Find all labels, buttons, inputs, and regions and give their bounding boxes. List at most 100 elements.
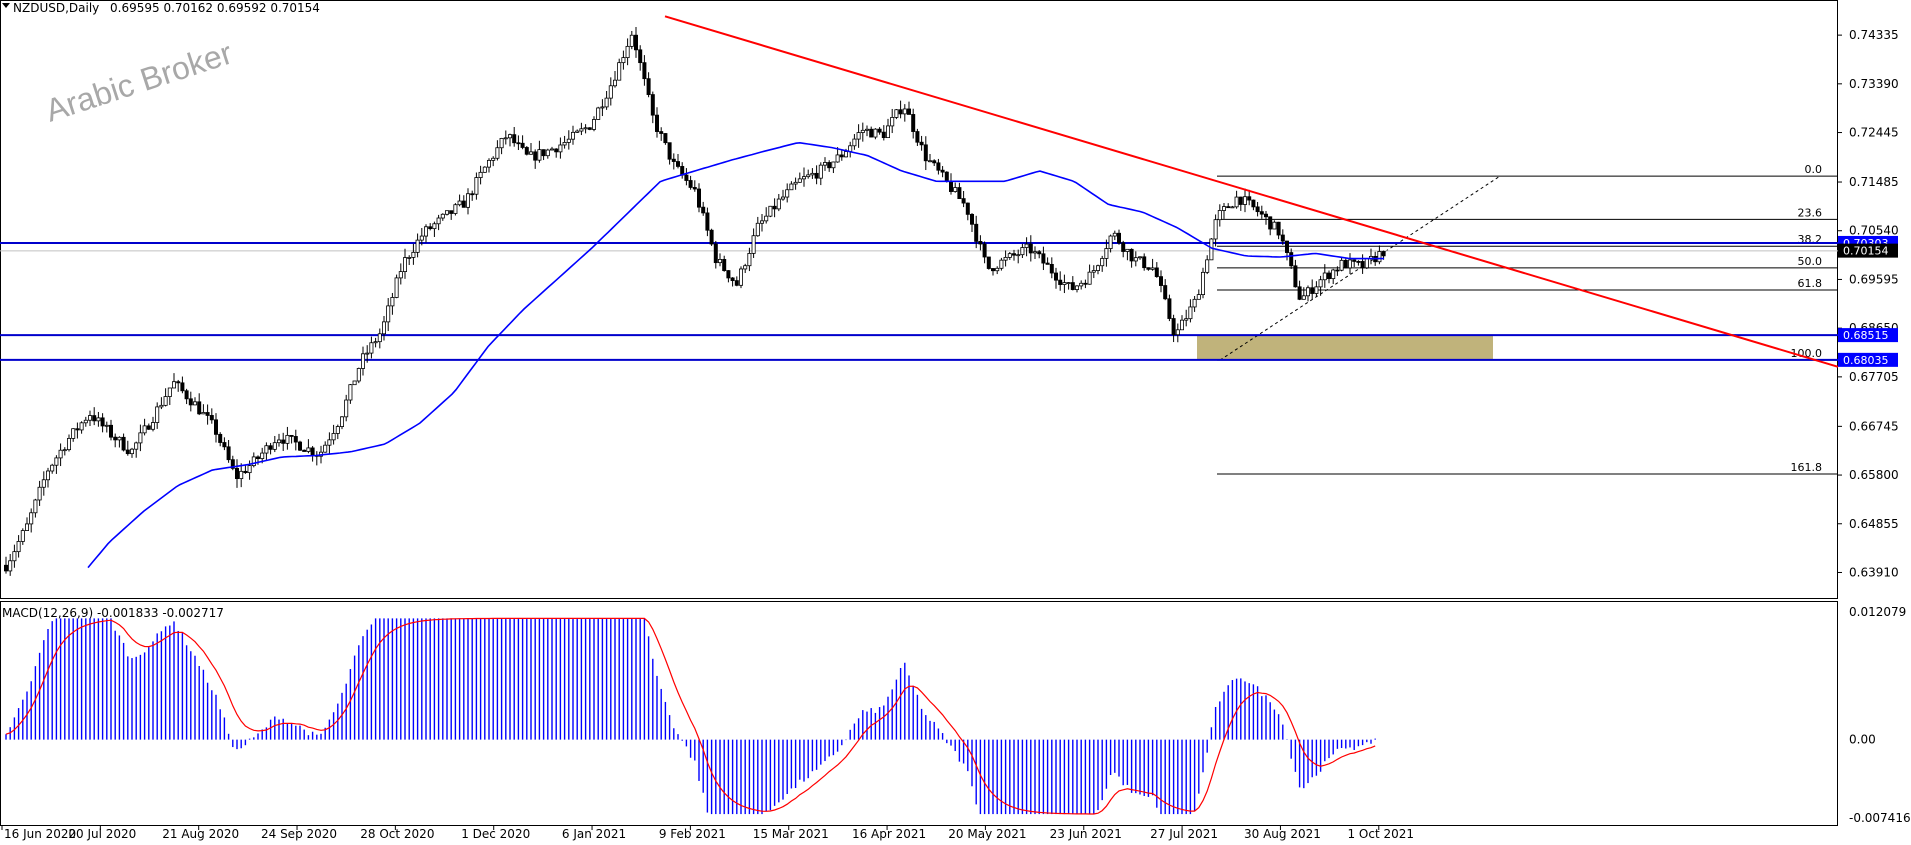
candle-body xyxy=(482,166,487,173)
candle-body xyxy=(571,131,576,140)
candle-body xyxy=(684,174,689,181)
candle-body xyxy=(134,442,139,450)
candle-body xyxy=(1104,248,1109,259)
candle-body xyxy=(470,193,475,196)
candle-body xyxy=(940,169,945,173)
candle-body xyxy=(1041,253,1046,264)
candle-body xyxy=(810,172,815,176)
candle-body xyxy=(642,62,647,80)
candle-body xyxy=(554,148,559,153)
candle-body xyxy=(344,399,349,418)
candle-body xyxy=(621,57,626,64)
candle-body xyxy=(117,436,122,441)
candle-body xyxy=(129,448,134,455)
candle-body xyxy=(676,161,681,167)
candle-body xyxy=(306,447,311,452)
candle-body xyxy=(491,157,496,161)
candle-body xyxy=(222,442,227,448)
candle-body xyxy=(697,188,702,208)
price-axis-label: 0.69595 xyxy=(1849,272,1899,286)
candle-body xyxy=(1327,272,1332,280)
candle-body xyxy=(907,108,912,115)
candle-body xyxy=(415,239,420,253)
candle-body xyxy=(1226,206,1231,209)
candle-body xyxy=(1310,287,1315,294)
candle-body xyxy=(957,187,962,199)
candle-body xyxy=(88,415,93,421)
candle-body xyxy=(709,229,714,245)
candle-body xyxy=(453,204,458,214)
macd-signal-line xyxy=(5,617,1376,815)
candle-body xyxy=(533,151,538,161)
candle-body xyxy=(1306,287,1311,297)
fib-level-label: 100.0 xyxy=(1791,347,1823,360)
price-axis-label: 0.63910 xyxy=(1849,565,1899,579)
candle-body xyxy=(537,149,542,161)
candle-body xyxy=(1289,252,1294,267)
price-axis-label: 0.71485 xyxy=(1849,175,1899,189)
candle-body xyxy=(831,161,836,169)
candle-body xyxy=(1167,298,1172,319)
candle-body xyxy=(46,470,51,481)
candle-body xyxy=(1251,199,1256,208)
candle-body xyxy=(75,428,80,431)
candle-body xyxy=(1037,251,1042,255)
candle-body xyxy=(772,205,777,210)
candle-body xyxy=(865,128,870,131)
symbol-label: NZDUSD,Daily xyxy=(13,1,99,15)
candle-body xyxy=(411,251,416,258)
candle-body xyxy=(1217,210,1222,221)
candle-body xyxy=(205,412,210,416)
fib-diagonal-line xyxy=(1219,175,1501,361)
candle-body xyxy=(932,160,937,164)
candle-body xyxy=(806,174,811,178)
candle-body xyxy=(96,417,101,422)
candle-body xyxy=(1377,251,1382,263)
candle-body xyxy=(793,181,798,185)
candle-body xyxy=(386,305,391,323)
candle-body xyxy=(1331,269,1336,280)
candle-body xyxy=(902,108,907,115)
trendline[interactable] xyxy=(664,15,1839,368)
price-tag xyxy=(1838,352,1898,367)
date-axis-label: 9 Feb 2021 xyxy=(659,827,726,841)
candle-body xyxy=(381,321,386,335)
candle-body xyxy=(8,560,13,572)
candle-body xyxy=(92,415,97,422)
candle-body xyxy=(550,148,555,151)
candle-body xyxy=(781,196,786,200)
candle-body xyxy=(1301,295,1306,300)
candle-body xyxy=(1243,196,1248,205)
candle-body xyxy=(894,109,899,118)
candle-body xyxy=(1100,258,1105,267)
candle-body xyxy=(923,144,928,162)
fib-level-label: 23.6 xyxy=(1798,206,1823,219)
candle-body xyxy=(638,49,643,64)
candle-body xyxy=(713,243,718,264)
candle-body xyxy=(1024,243,1029,248)
fib-level-label: 50.0 xyxy=(1798,255,1823,268)
candle-body xyxy=(499,137,504,149)
candle-body xyxy=(1020,247,1025,256)
price-axis-label: 0.72445 xyxy=(1849,126,1899,140)
candle-body xyxy=(486,159,491,168)
candle-body xyxy=(512,134,517,144)
candle-body xyxy=(440,213,445,219)
candle-body xyxy=(474,177,479,195)
ohlc-values: 0.69595 0.70162 0.69592 0.70154 xyxy=(110,1,320,15)
candle-body xyxy=(423,226,428,237)
candle-body xyxy=(444,210,449,215)
candle-body xyxy=(461,200,466,208)
candle-body xyxy=(478,171,483,178)
candle-body xyxy=(159,404,164,408)
candle-body xyxy=(1264,213,1269,218)
price-axis-label: 0.65800 xyxy=(1849,468,1899,482)
candle-body xyxy=(113,436,118,441)
candle-body xyxy=(247,465,252,474)
candle-body xyxy=(167,387,172,397)
candle-body xyxy=(1322,272,1327,281)
candle-body xyxy=(604,97,609,108)
candle-body xyxy=(1112,232,1117,237)
candle-body xyxy=(209,415,214,421)
candle-body xyxy=(1213,219,1218,240)
